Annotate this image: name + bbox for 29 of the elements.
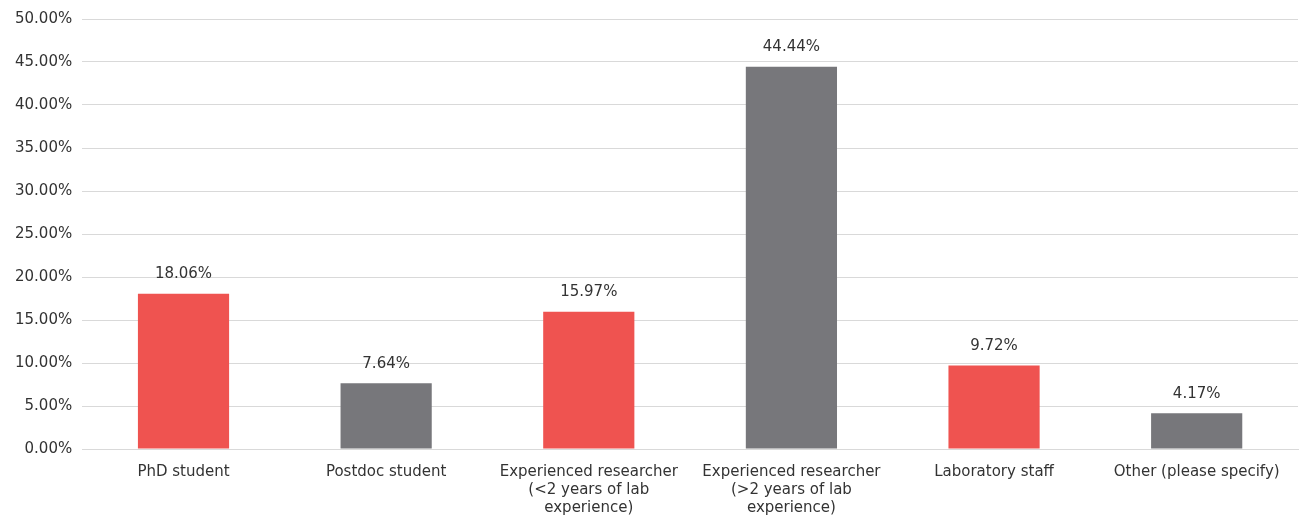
y-tick-label: 5.00% [24, 395, 73, 414]
data-label: 4.17% [1172, 383, 1221, 402]
y-tick-label: 0.00% [24, 438, 73, 457]
data-label: 15.97% [560, 282, 618, 301]
y-tick-label: 15.00% [14, 309, 73, 328]
x-tick-label: Other (please specify) [1113, 461, 1280, 480]
y-tick-label: 40.00% [14, 94, 73, 113]
bar [543, 311, 635, 449]
data-label: 44.44% [762, 37, 821, 56]
bar [1151, 413, 1243, 449]
y-tick-label: 20.00% [14, 266, 73, 285]
data-label: 18.06% [154, 264, 213, 283]
x-tick-label: Experienced researcher (>2 years of lab experience) [702, 461, 882, 516]
bar [948, 365, 1040, 449]
bar [137, 293, 230, 449]
y-tick-label: 10.00% [14, 352, 73, 371]
x-tick-label: Laboratory staff [934, 461, 1055, 480]
y-tick-label: 30.00% [14, 180, 73, 199]
data-label: 9.72% [970, 335, 1018, 354]
x-tick-label: Experienced researcher (<2 years of lab experience) [499, 461, 679, 516]
y-tick-label: 35.00% [14, 137, 73, 156]
bar [340, 383, 432, 449]
x-tick-label: PhD student [137, 461, 230, 480]
data-label: 7.64% [362, 353, 410, 372]
y-tick-label: 45.00% [14, 51, 73, 70]
y-tick-label: 50.00% [14, 8, 73, 27]
x-tick-label: Postdoc student [325, 461, 447, 480]
bar [745, 66, 838, 449]
y-tick-label: 25.00% [14, 223, 73, 242]
